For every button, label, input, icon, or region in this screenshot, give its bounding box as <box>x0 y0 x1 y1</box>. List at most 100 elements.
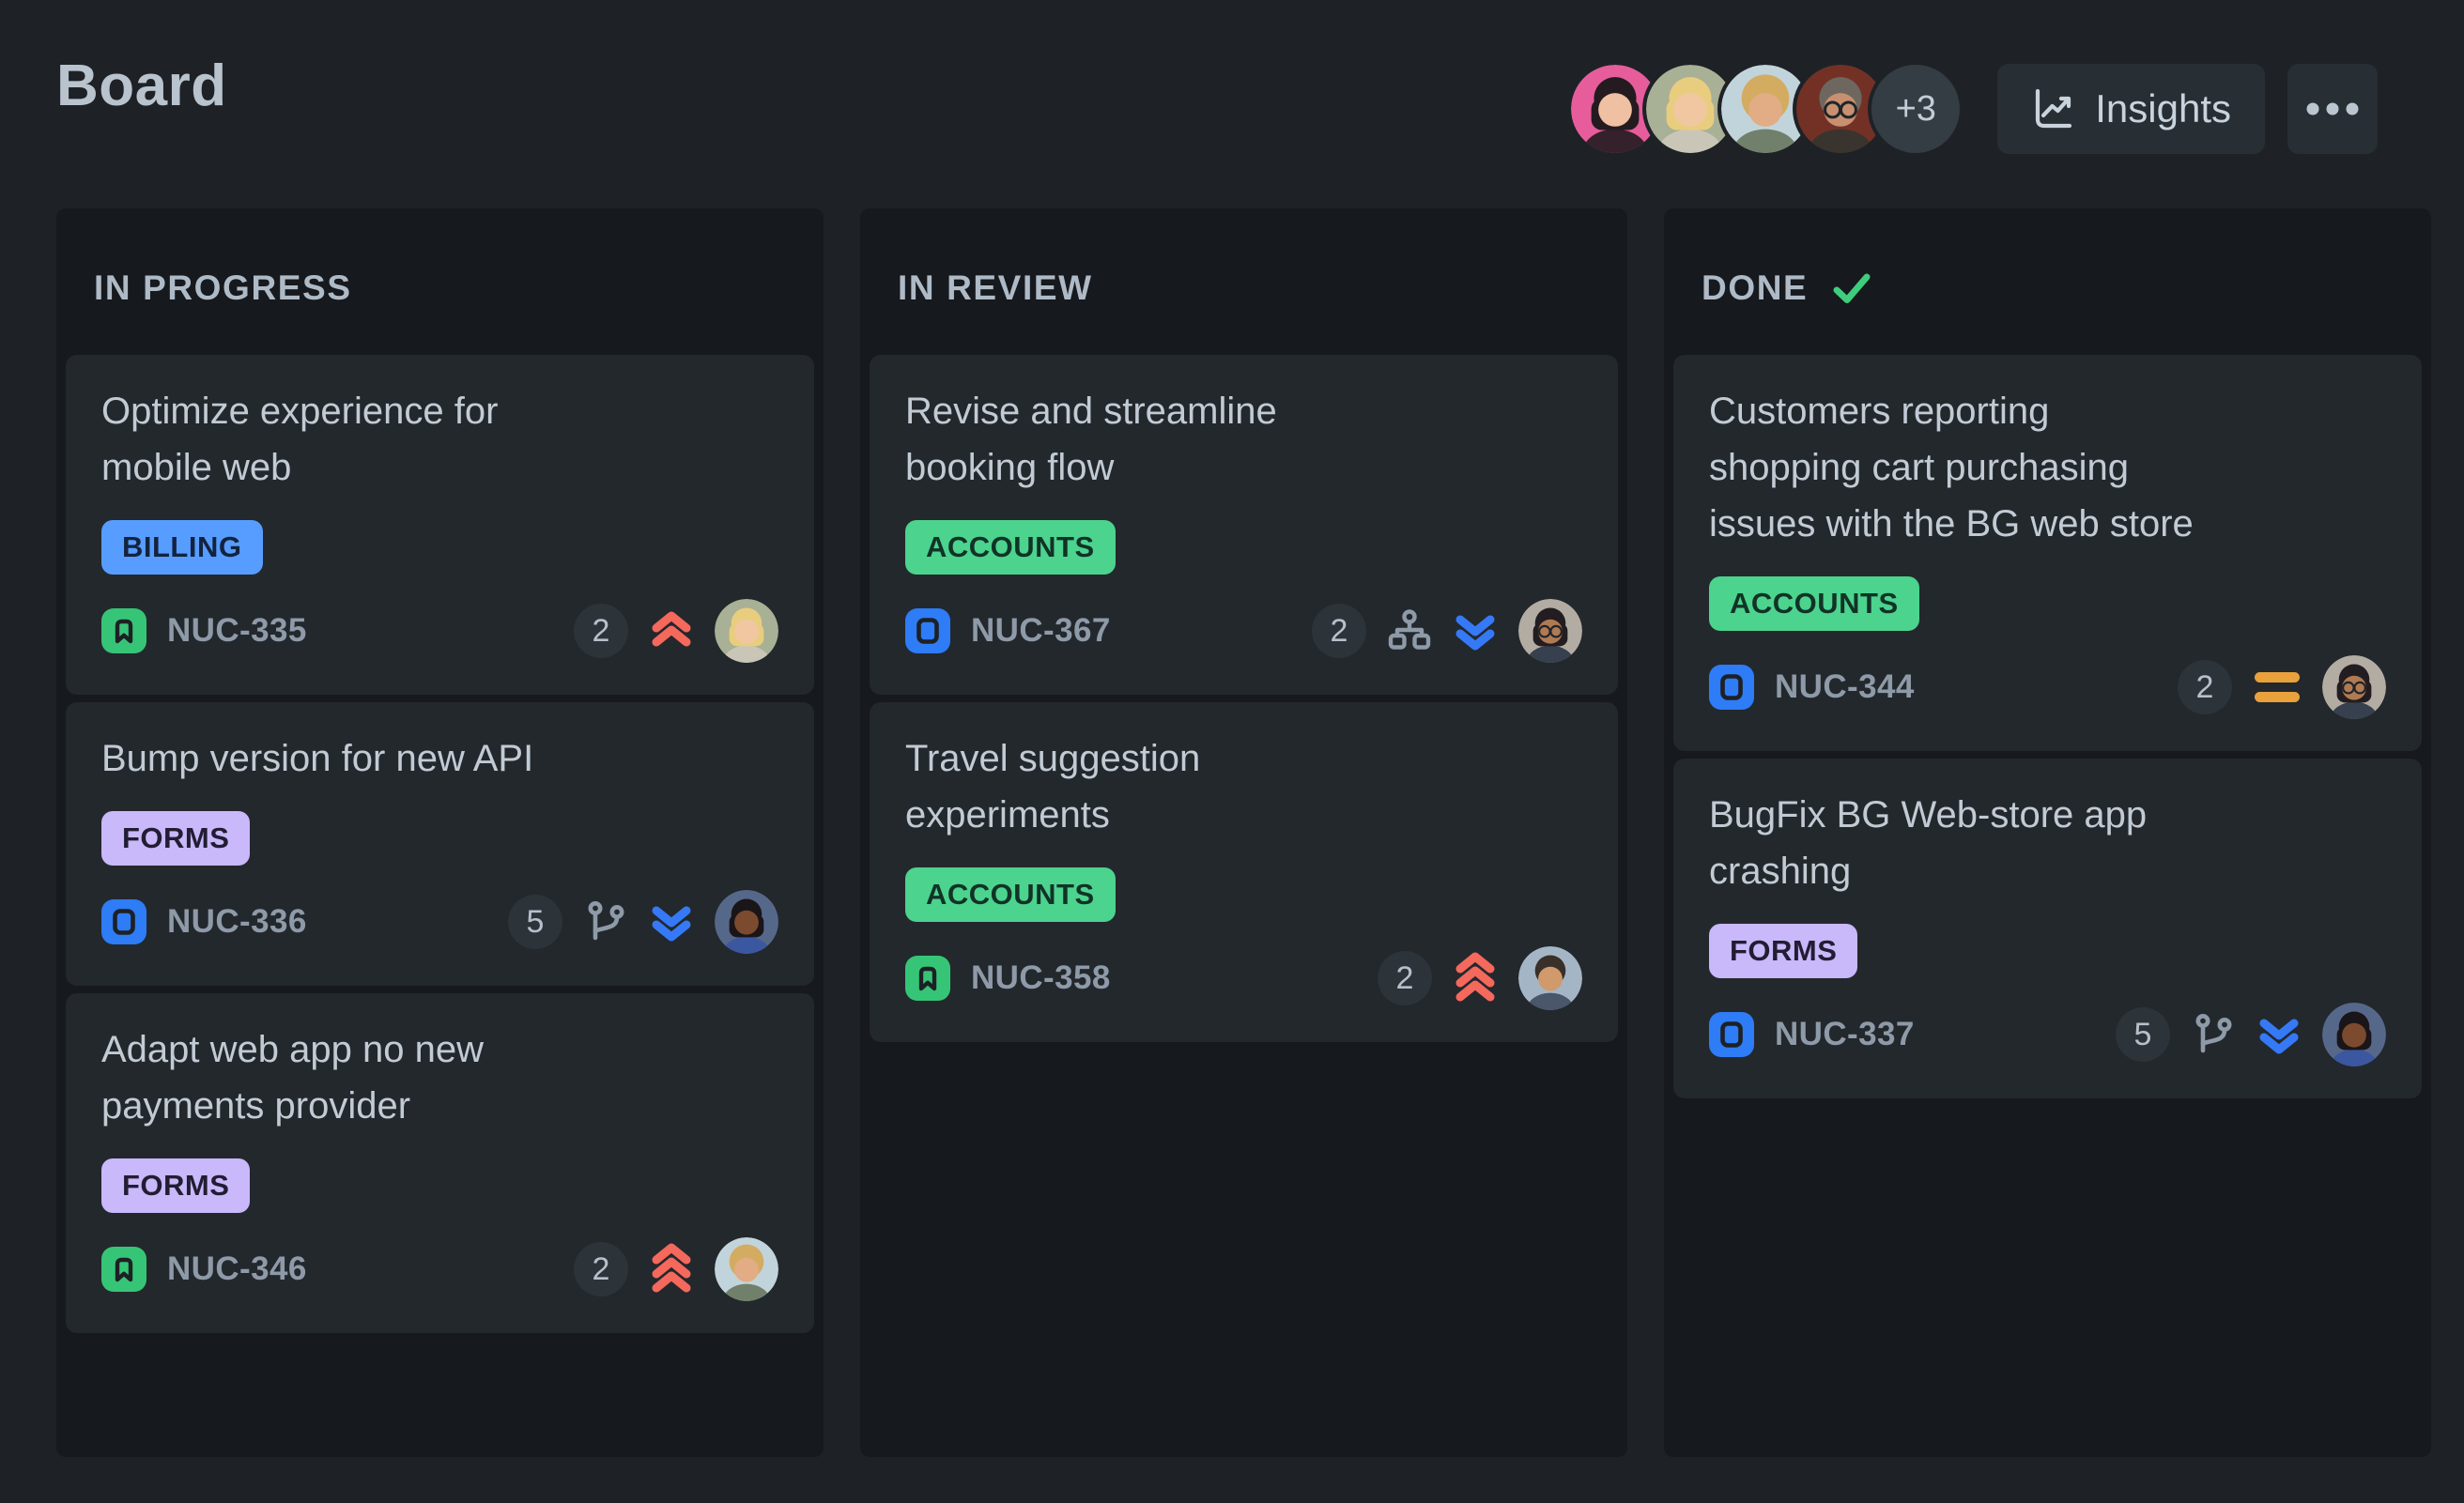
card-list: Customers reporting shopping cart purchas… <box>1673 355 2422 1098</box>
card-footer: NUC-337 5 <box>1709 1003 2386 1066</box>
card-list: Revise and streamline booking flow ACCOUNT… <box>870 355 1618 1042</box>
assignee-avatar-priya[interactable] <box>2322 655 2386 719</box>
insights-button-label: Insights <box>2095 86 2231 130</box>
assignee-avatar-omar[interactable] <box>1518 946 1582 1010</box>
column-in-progress: IN PROGRESS Optimize experience for mobile… <box>56 208 824 1457</box>
board-columns: IN PROGRESS Optimize experience for mobile… <box>56 208 2431 1457</box>
card-title: Optimize experience for mobile web <box>101 391 499 488</box>
assignee-avatar-anna[interactable] <box>715 599 778 663</box>
card-footer: NUC-367 2 <box>905 599 1582 663</box>
column-header: IN PROGRESS <box>66 208 814 355</box>
more-options-button[interactable] <box>2287 64 2378 154</box>
assignee-avatar-imani[interactable] <box>715 890 778 954</box>
card-title: BugFix BG Web-store app crashing <box>1709 794 2148 892</box>
issue-key: NUC-344 <box>1775 668 1915 705</box>
card-meta-group: 2 <box>574 599 778 663</box>
card-nuc-344[interactable]: Customers reporting shopping cart purchas… <box>1673 355 2422 751</box>
story-icon <box>101 608 146 653</box>
column-header: DONE <box>1673 208 2422 355</box>
card-footer: NUC-358 2 <box>905 946 1582 1010</box>
assignee-avatar-priya[interactable] <box>1518 599 1582 663</box>
story-icon <box>101 1247 146 1292</box>
card-label-badge: ACCOUNTS <box>1709 576 1919 631</box>
avatar-leo[interactable] <box>1721 65 1810 153</box>
task-icon <box>1709 665 1754 710</box>
story-icon <box>905 956 950 1001</box>
insights-chart-icon <box>2031 86 2076 131</box>
card-footer: NUC-335 2 <box>101 599 778 663</box>
issue-key: NUC-336 <box>167 903 307 940</box>
assignee-avatar-leo[interactable] <box>715 1237 778 1301</box>
branch-icon <box>2191 1012 2236 1057</box>
card-label-badge: BILLING <box>101 520 263 575</box>
done-check-icon <box>1832 269 1871 307</box>
insights-button[interactable]: Insights <box>1997 64 2265 154</box>
priority-lowest-icon <box>649 900 694 943</box>
card-title: Travel suggestion experiments <box>905 738 1201 836</box>
priority-highest-icon <box>649 1241 694 1298</box>
estimate-badge: 2 <box>1312 604 1366 658</box>
header-actions: +3 Insights <box>1571 64 2378 154</box>
card-title: Revise and streamline booking flow <box>905 391 1277 488</box>
card-nuc-346[interactable]: Adapt web app no new payments provider FOR… <box>66 993 814 1333</box>
priority-medium-icon <box>2253 671 2302 703</box>
card-nuc-358[interactable]: Travel suggestion experiments ACCOUNTS NUC… <box>870 702 1618 1042</box>
column-in-review: IN REVIEW Revise and streamline booking fl… <box>860 208 1627 1457</box>
avatar-stack: +3 <box>1571 65 1961 153</box>
branch-icon <box>583 899 628 944</box>
card-meta-group: 2 <box>574 1237 778 1301</box>
card-title: Adapt web app no new payments provider <box>101 1029 484 1127</box>
card-meta-group: 2 <box>1378 946 1582 1010</box>
estimate-badge: 2 <box>2178 660 2232 714</box>
ellipsis-icon <box>2305 101 2360 116</box>
card-footer: NUC-346 2 <box>101 1237 778 1301</box>
card-label-badge: ACCOUNTS <box>905 867 1116 922</box>
card-list: Optimize experience for mobile web BILLING… <box>66 355 814 1333</box>
task-icon <box>101 899 146 944</box>
column-done: DONE Customers reporting shopping cart pu… <box>1664 208 2431 1457</box>
task-icon <box>905 608 950 653</box>
issue-key: NUC-337 <box>1775 1016 1915 1052</box>
sitemap-icon <box>1387 608 1432 653</box>
issue-key: NUC-335 <box>167 612 307 649</box>
page-title: Board <box>56 54 227 118</box>
estimate-badge: 2 <box>1378 951 1432 1005</box>
column-title: IN PROGRESS <box>94 268 352 307</box>
column-title: DONE <box>1702 268 1809 307</box>
task-icon <box>1709 1012 1754 1057</box>
card-label-badge: FORMS <box>101 1158 251 1213</box>
avatar-overflow-badge[interactable]: +3 <box>1871 65 1961 153</box>
estimate-badge: 2 <box>574 604 628 658</box>
issue-key: NUC-367 <box>971 612 1111 649</box>
assignee-avatar-imani[interactable] <box>2322 1003 2386 1066</box>
priority-high-icon <box>649 609 694 652</box>
column-header: IN REVIEW <box>870 208 1618 355</box>
card-nuc-367[interactable]: Revise and streamline booking flow ACCOUNT… <box>870 355 1618 695</box>
avatar-mei[interactable] <box>1571 65 1660 153</box>
card-footer: NUC-336 5 <box>101 890 778 954</box>
card-meta-group: 2 <box>1312 599 1582 663</box>
card-title: Bump version for new API <box>101 738 534 779</box>
card-footer: NUC-344 2 <box>1709 655 2386 719</box>
card-meta-group: 2 <box>2178 655 2386 719</box>
card-nuc-337[interactable]: BugFix BG Web-store app crashing FORMS NUC… <box>1673 759 2422 1098</box>
estimate-badge: 5 <box>2116 1007 2170 1062</box>
issue-key: NUC-346 <box>167 1250 307 1287</box>
card-nuc-335[interactable]: Optimize experience for mobile web BILLING… <box>66 355 814 695</box>
card-label-badge: ACCOUNTS <box>905 520 1116 575</box>
card-nuc-336[interactable]: Bump version for new API FORMS NUC-336 5 <box>66 702 814 986</box>
avatar-anna[interactable] <box>1646 65 1735 153</box>
column-title: IN REVIEW <box>898 268 1093 307</box>
priority-lowest-icon <box>1453 609 1498 652</box>
issue-key: NUC-358 <box>971 959 1111 996</box>
card-meta-group: 5 <box>2116 1003 2386 1066</box>
card-label-badge: FORMS <box>101 811 251 866</box>
card-title: Customers reporting shopping cart purchas… <box>1709 391 2194 544</box>
priority-highest-icon <box>1453 950 1498 1007</box>
estimate-badge: 2 <box>574 1242 628 1296</box>
priority-lowest-icon <box>2256 1013 2302 1056</box>
estimate-badge: 5 <box>508 895 562 949</box>
avatar-carl[interactable] <box>1796 65 1886 153</box>
card-meta-group: 5 <box>508 890 778 954</box>
card-label-badge: FORMS <box>1709 924 1858 978</box>
